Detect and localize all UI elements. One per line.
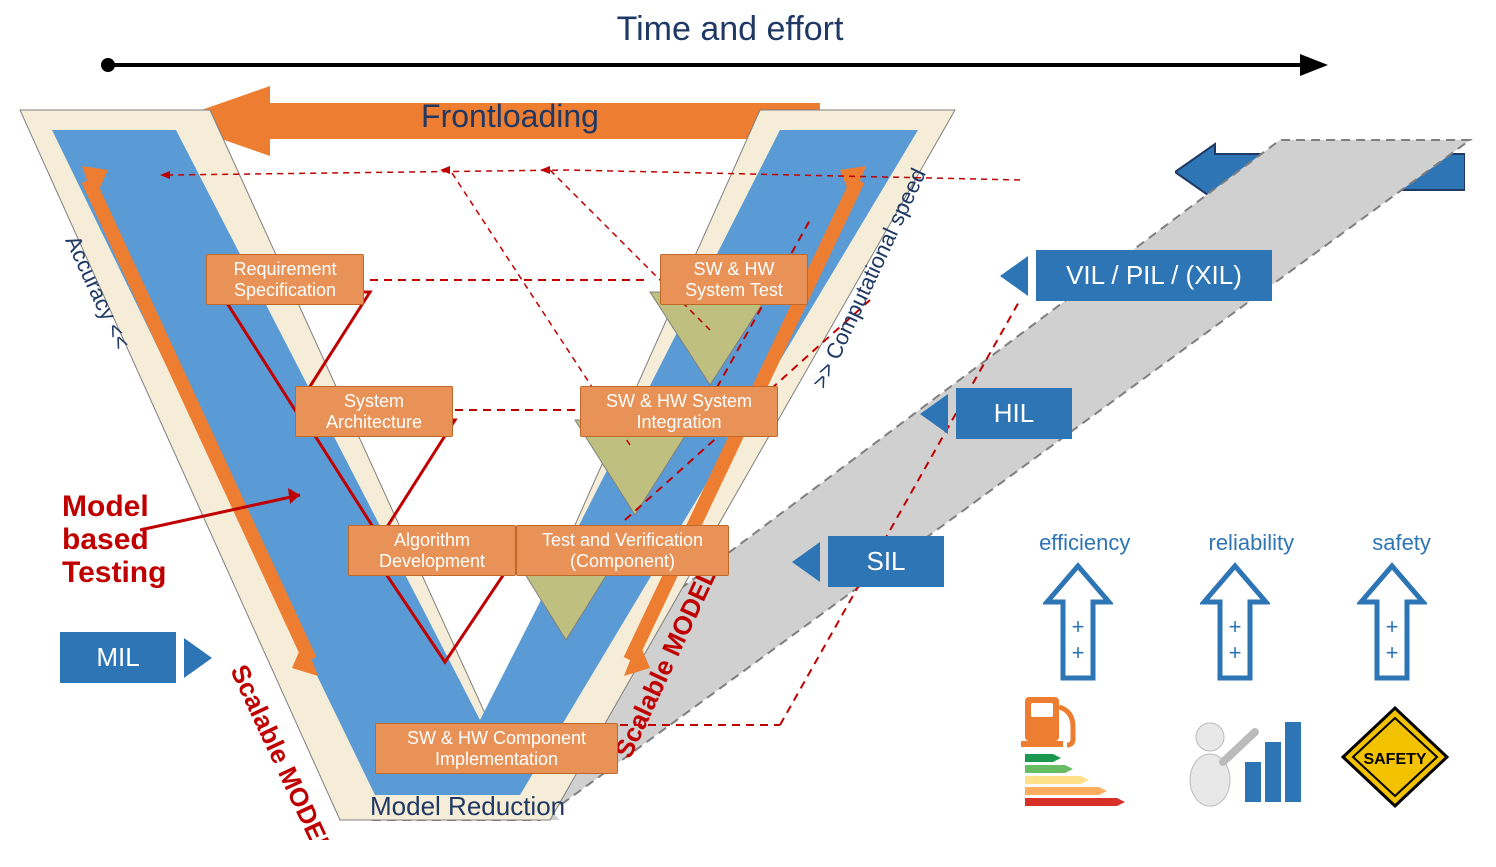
- tag-xil-pointer: [1000, 256, 1028, 296]
- box-architecture: System Architecture: [295, 386, 453, 437]
- tag-xil: VIL / PIL / (XIL): [1036, 250, 1272, 301]
- svg-text:+: +: [1229, 640, 1242, 665]
- box-systest: SW & HW System Test: [660, 254, 808, 305]
- tag-hil-group: HIL: [920, 388, 1072, 439]
- benefits-group: efficiency reliability safety + + + + + …: [1000, 530, 1470, 812]
- efficiency-icon: [1015, 692, 1145, 812]
- tag-sil: SIL: [828, 536, 944, 587]
- tag-sil-group: SIL: [792, 536, 944, 587]
- tag-xil-group: VIL / PIL / (XIL): [1000, 250, 1272, 301]
- svg-text:+: +: [1072, 614, 1085, 639]
- benefit-saf-arrow: + +: [1357, 562, 1427, 682]
- model-reduction-label: Model Reduction: [370, 791, 565, 821]
- box-implementation: SW & HW Component Implementation: [375, 723, 618, 774]
- model-based-testing-label: Model based Testing: [62, 490, 166, 589]
- reliability-icon: [1175, 702, 1305, 812]
- svg-text:+: +: [1385, 614, 1398, 639]
- svg-text:+: +: [1385, 640, 1398, 665]
- box-algorithm: Algorithm Development: [348, 525, 516, 576]
- benefit-rel-label: reliability: [1209, 530, 1295, 556]
- tag-hil-pointer: [920, 394, 948, 434]
- benefit-eff-label: efficiency: [1039, 530, 1130, 556]
- benefit-rel-arrow: + +: [1200, 562, 1270, 682]
- safety-sign-text: SAFETY: [1363, 751, 1426, 768]
- tag-hil: HIL: [956, 388, 1072, 439]
- box-testver: Test and Verification (Component): [516, 525, 729, 576]
- tag-mil: MIL: [60, 632, 176, 683]
- diagram-stage: Time and effort Frontloading -40%: [0, 0, 1496, 867]
- benefit-saf-label: safety: [1372, 530, 1431, 556]
- svg-text:+: +: [1229, 614, 1242, 639]
- box-requirement: Requirement Specification: [206, 254, 364, 305]
- safety-icon: SAFETY: [1335, 702, 1455, 812]
- svg-text:+: +: [1072, 640, 1085, 665]
- tag-mil-pointer: [184, 638, 212, 678]
- box-sysint: SW & HW System Integration: [580, 386, 778, 437]
- time-effort-arrow: [100, 50, 1330, 80]
- time-effort-title: Time and effort: [420, 10, 1040, 49]
- tag-sil-pointer: [792, 542, 820, 582]
- tag-mil-group: MIL: [60, 632, 212, 683]
- benefit-eff-arrow: + +: [1043, 562, 1113, 682]
